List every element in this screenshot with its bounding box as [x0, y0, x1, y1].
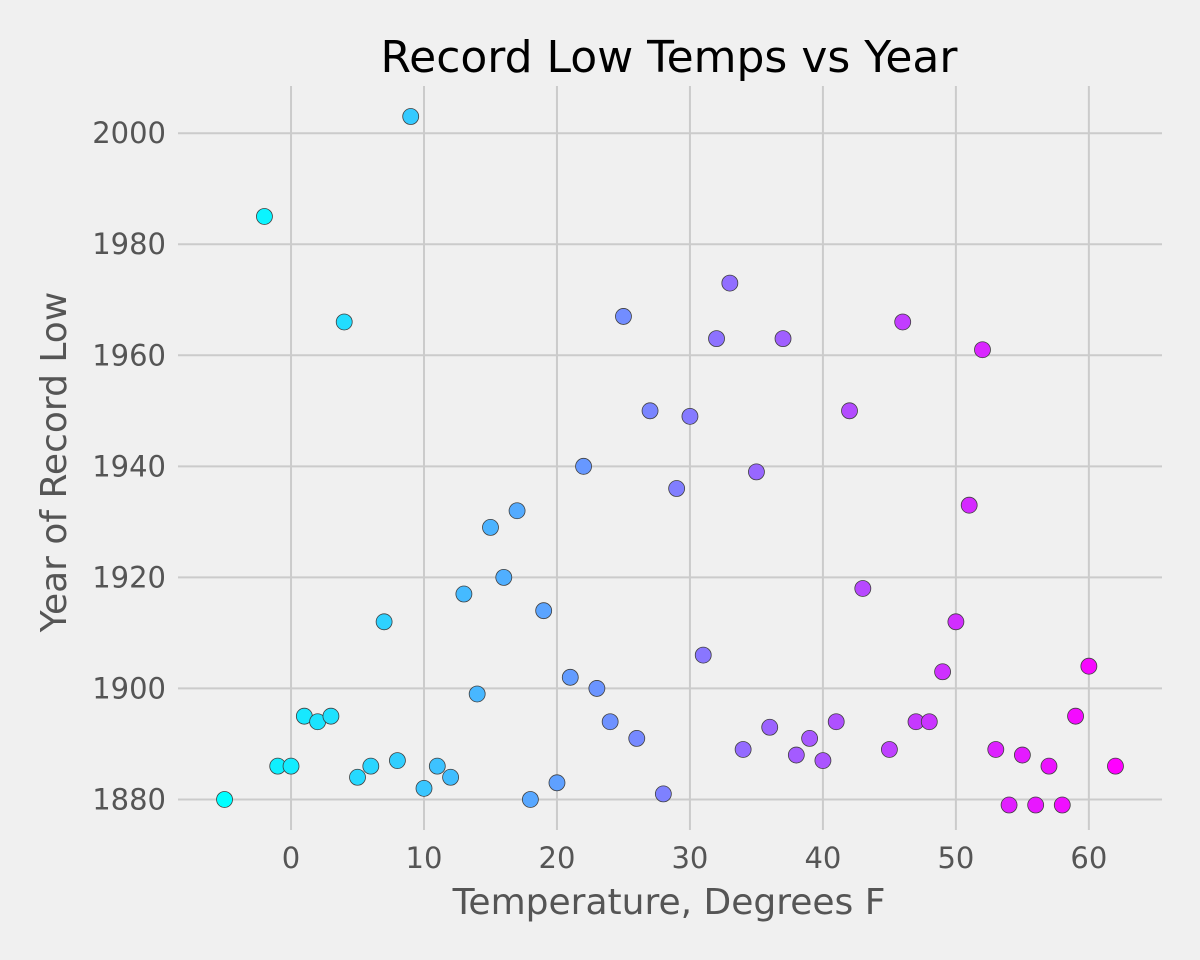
x-tick-label: 60 [1070, 841, 1107, 875]
data-point [415, 779, 433, 797]
data-point [521, 791, 539, 808]
x-tick-label: 10 [406, 841, 443, 875]
data-point [561, 668, 579, 686]
x-tick-labels: 0 10 20 30 40 50 60 [282, 841, 1108, 875]
data-point [987, 741, 1005, 758]
data-point [774, 330, 792, 348]
y-tick-label: 1980 [92, 227, 166, 261]
x-tick-label: 50 [937, 841, 974, 875]
data-point [920, 713, 938, 731]
data-point [389, 752, 406, 769]
data-point [442, 768, 459, 786]
data-point [761, 718, 779, 736]
data-point [256, 208, 273, 225]
data-point [375, 613, 393, 631]
data-point [734, 741, 752, 758]
data-point [428, 757, 446, 775]
data-point [841, 402, 858, 420]
data-point [349, 768, 366, 786]
data-point [601, 713, 619, 731]
data-point [894, 313, 912, 331]
data-point [694, 646, 712, 664]
data-point [960, 496, 978, 514]
y-tick-label: 2000 [92, 116, 166, 150]
data-point [654, 785, 672, 803]
data-point [216, 791, 233, 808]
data-point [974, 341, 991, 359]
data-points [216, 108, 1124, 814]
data-point [402, 108, 420, 125]
x-tick-label: 0 [282, 841, 300, 875]
data-point [455, 585, 473, 603]
data-point [934, 663, 951, 681]
x-tick-label: 30 [671, 841, 708, 875]
data-point [615, 308, 632, 325]
data-point [535, 602, 553, 620]
data-point [575, 457, 592, 475]
y-tick-label: 1960 [92, 338, 166, 372]
data-point [548, 774, 566, 792]
data-point [681, 407, 699, 425]
data-point [947, 613, 965, 631]
data-point [588, 680, 606, 697]
data-point [495, 568, 513, 586]
y-tick-label: 1880 [92, 782, 166, 816]
x-tick-label: 40 [804, 841, 841, 875]
y-tick-label: 1900 [92, 671, 166, 705]
data-point [708, 330, 725, 348]
data-point [1000, 796, 1018, 814]
y-axis-label: Year of Record Low [34, 292, 75, 634]
grid [178, 86, 1162, 830]
data-point [641, 402, 659, 420]
data-point [322, 707, 340, 725]
data-point [468, 685, 486, 703]
data-point [1053, 796, 1071, 814]
y-tick-label: 1920 [92, 560, 166, 594]
data-point [668, 480, 686, 497]
data-point [482, 519, 499, 536]
chart-title: Record Low Temps vs Year [381, 32, 959, 83]
data-point [1027, 796, 1045, 814]
y-tick-label: 1940 [92, 449, 166, 483]
data-point [335, 313, 353, 331]
data-point [1080, 657, 1098, 675]
y-tick-labels: 1880 1900 1920 1940 1960 1980 2000 [92, 116, 166, 816]
data-point [508, 502, 526, 520]
data-point [362, 757, 380, 775]
data-point [1040, 757, 1058, 775]
data-point [881, 741, 898, 758]
data-point [814, 752, 832, 769]
data-point [1067, 707, 1084, 725]
data-point [721, 274, 739, 292]
data-point [1107, 757, 1124, 775]
data-point [827, 713, 845, 731]
data-point [282, 757, 300, 775]
data-point [628, 729, 646, 747]
data-point [854, 580, 872, 597]
data-point [748, 463, 765, 481]
x-axis-label: Temperature, Degrees F [452, 882, 886, 923]
data-point [1013, 746, 1031, 764]
data-point [787, 746, 805, 764]
data-point [801, 729, 819, 747]
x-tick-label: 20 [539, 841, 576, 875]
